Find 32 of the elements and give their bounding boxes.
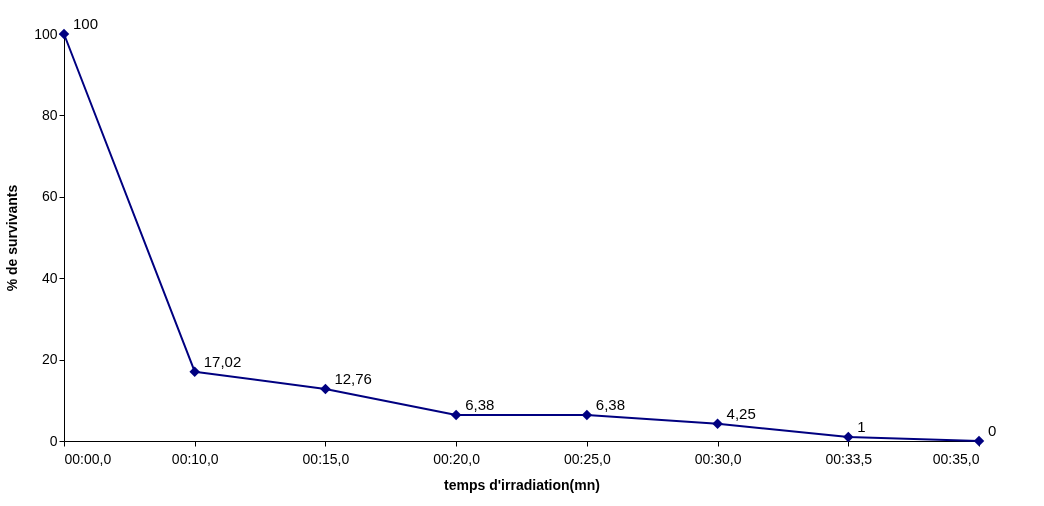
point: [843, 431, 854, 443]
y-tick-label: 80: [41, 106, 58, 123]
x-tick-label: 00:20,0: [433, 450, 481, 467]
x-tick-label: 00:10,0: [171, 450, 219, 467]
point: [973, 435, 985, 447]
y-tick-label: 20: [41, 351, 58, 368]
y-tick-label: 60: [41, 188, 58, 205]
data-label: 1: [857, 417, 866, 435]
point: [581, 409, 593, 421]
x-tick-label: 00:33,5: [825, 450, 873, 467]
data-label: 12,76: [334, 370, 372, 388]
point: [450, 409, 462, 421]
point: [58, 28, 70, 40]
x-tick-label: 00:30,0: [694, 450, 742, 467]
data-label: 4,25: [726, 404, 756, 422]
y-tick-label: 40: [41, 269, 58, 286]
x-tick-label: 00:00,0: [64, 450, 112, 467]
x-tick-label: 00:35,0: [932, 450, 980, 467]
data-label: 6,38: [595, 396, 626, 414]
y-tick-label: 100: [34, 25, 58, 42]
point: [189, 366, 200, 377]
y-axis-title: % de survivants: [4, 184, 21, 292]
x-tick-label: 00:25,0: [564, 450, 611, 467]
y-tick-label: 0: [49, 432, 58, 449]
data-label: 17,02: [203, 352, 242, 370]
x-tick-label: 00:15,0: [302, 450, 350, 467]
data-label: 100: [73, 15, 99, 32]
data-label: 0: [988, 422, 997, 439]
point: [320, 383, 331, 395]
data-label: 6,38: [465, 396, 495, 414]
x-axis-title: temps d'irradiation(mn): [444, 476, 600, 493]
point: [712, 418, 723, 429]
